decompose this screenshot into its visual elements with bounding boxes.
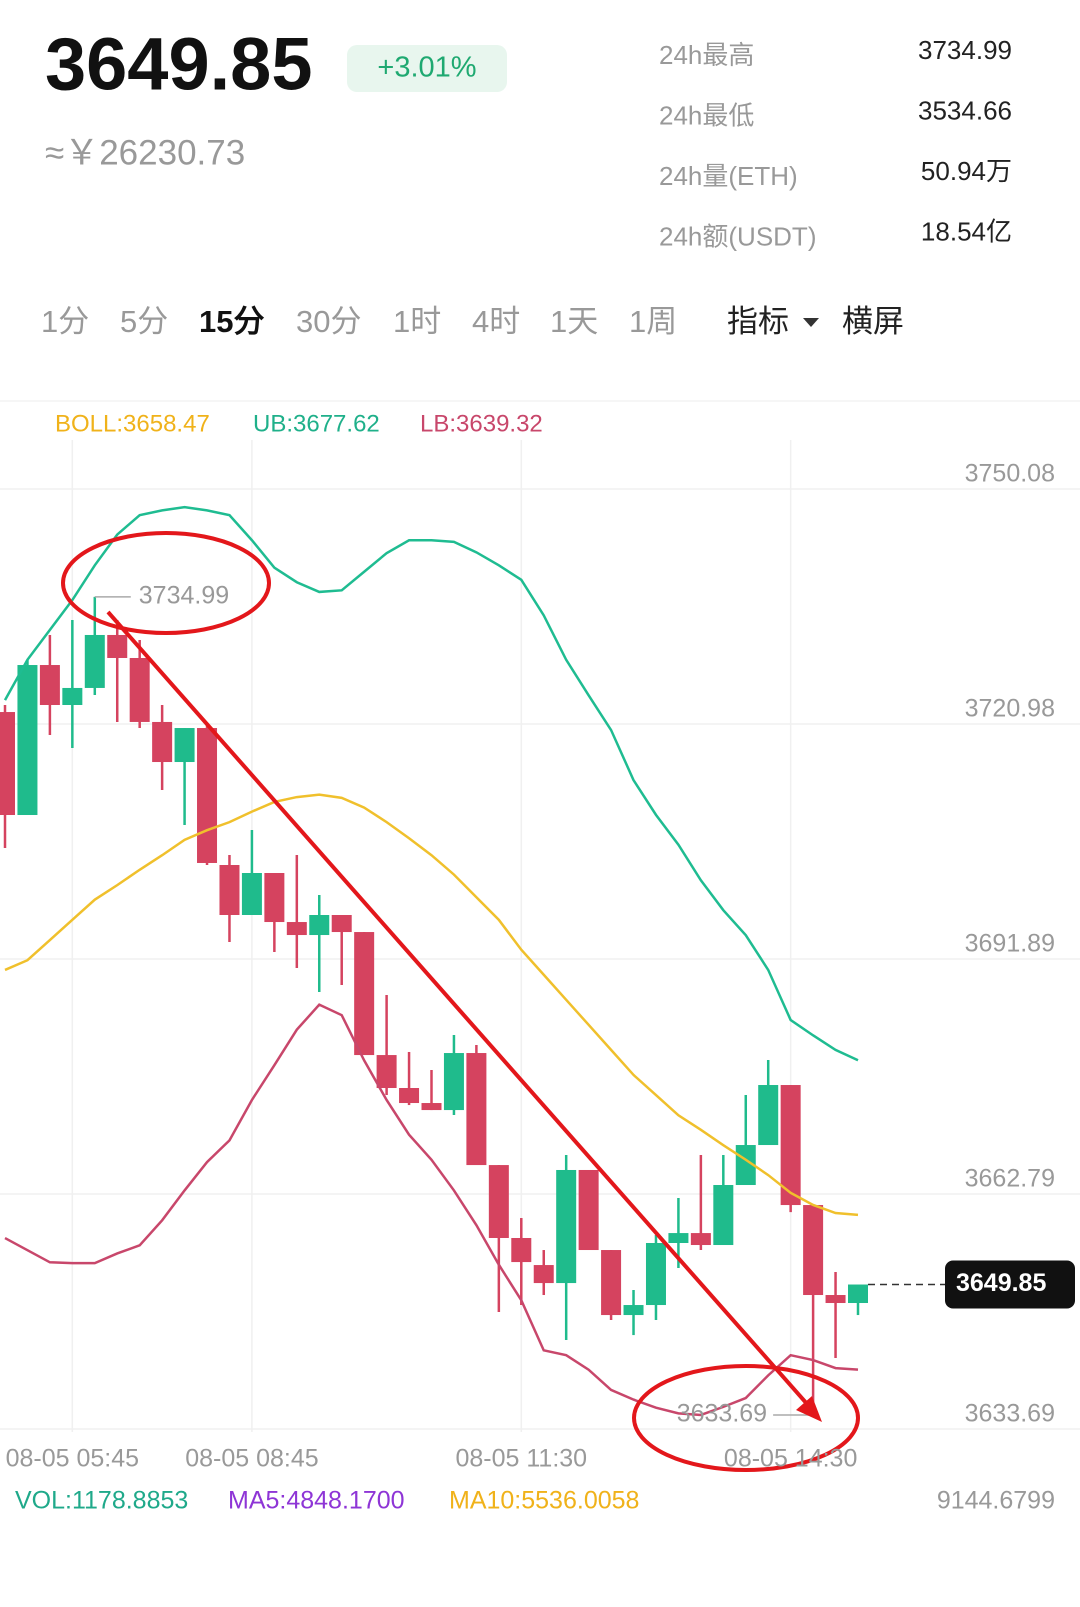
- candle-body: [62, 687, 83, 706]
- candle-body: [331, 915, 352, 933]
- stat-value: 3734.99: [918, 35, 1012, 65]
- candle-body: [264, 873, 285, 923]
- stat-value: 3534.66: [918, 95, 1012, 125]
- stat-label: 24h额(USDT): [659, 221, 816, 251]
- circle-low: [632, 1364, 860, 1472]
- x-tick-label: 08-05 05:45: [6, 1445, 139, 1473]
- price: 3649.85: [45, 23, 313, 106]
- candle-body: [488, 1165, 509, 1238]
- dropdown-icon: [803, 318, 819, 327]
- candle-body: [152, 721, 173, 763]
- x-tick-label: 08-05 14:30: [724, 1445, 857, 1473]
- candle-body: [690, 1233, 711, 1246]
- band-line: [4, 793, 859, 1217]
- change: +3.01%: [377, 52, 476, 84]
- candle-body: [39, 665, 60, 706]
- timeframe-tab[interactable]: 4时: [472, 304, 520, 339]
- candle-body: [107, 634, 128, 658]
- vol-label: VOL:1178.8853: [15, 1487, 188, 1515]
- x-tick-label: 08-05 08:45: [185, 1445, 318, 1473]
- candle-body: [758, 1085, 779, 1146]
- y-tick-label: 3633.69: [965, 1400, 1055, 1428]
- candle-body: [399, 1088, 420, 1104]
- candle-body: [466, 1053, 487, 1166]
- candle-body: [713, 1185, 734, 1246]
- x-tick-label: 08-05 11:30: [455, 1445, 587, 1473]
- landscape-button[interactable]: 横屏: [842, 304, 904, 339]
- high-label: 3734.99: [139, 581, 229, 609]
- candle-body: [556, 1169, 577, 1284]
- cny-price: ≈￥26230.73: [45, 133, 245, 172]
- candle-body: [601, 1250, 622, 1316]
- legend-boll: BOLL:3658.47: [55, 410, 210, 437]
- candle-body: [780, 1085, 801, 1206]
- candle-body: [17, 665, 38, 816]
- ma5-label: MA5:4848.1700: [228, 1487, 405, 1515]
- band-line: [4, 1003, 859, 1417]
- candle-body: [848, 1284, 868, 1304]
- last-price-label: 3649.85: [956, 1269, 1046, 1297]
- candle-body: [309, 915, 330, 936]
- ma10-label: MA10:5536.0058: [449, 1487, 639, 1515]
- timeframe-tab[interactable]: 1时: [393, 304, 441, 339]
- timeframe-tab[interactable]: 1天: [550, 304, 598, 339]
- candle-body: [286, 922, 307, 936]
- indicator-button[interactable]: 指标: [727, 304, 789, 339]
- candle-body: [84, 634, 105, 688]
- arrow-head: [796, 1396, 822, 1422]
- candle-body: [533, 1265, 554, 1284]
- candle-body: [376, 1055, 397, 1089]
- y-tick-label: 3720.98: [965, 695, 1055, 723]
- stat-label: 24h最低: [659, 100, 754, 130]
- candle-body: [421, 1103, 442, 1111]
- timeframe-tab[interactable]: 5分: [120, 304, 168, 339]
- candle-body: [354, 932, 375, 1056]
- candle-body: [578, 1169, 599, 1251]
- y-tick-label: 3750.08: [965, 460, 1055, 488]
- candle-body: [668, 1233, 689, 1244]
- candle-body: [645, 1243, 666, 1306]
- legend-ub: UB:3677.62: [253, 410, 380, 437]
- circle-high: [61, 531, 271, 635]
- candle-body: [174, 728, 195, 763]
- candle-body: [129, 657, 150, 722]
- trend-arrow: [106, 610, 810, 1407]
- low-label: 3633.69: [677, 1400, 767, 1428]
- last-price-tag: [945, 1260, 1075, 1309]
- candle-body: [197, 728, 218, 863]
- plot: 3734.99 3633.69 3649.85: [0, 440, 1080, 1432]
- candle-body: [623, 1305, 644, 1316]
- candle-body: [803, 1205, 824, 1296]
- stat-label: 24h最高: [659, 40, 754, 70]
- legend-lb: LB:3639.32: [420, 410, 543, 437]
- stat-label: 24h量(ETH): [659, 161, 798, 191]
- timeframe-tab[interactable]: 1分: [41, 304, 89, 339]
- timeframe-tab[interactable]: 30分: [296, 304, 361, 339]
- stat-value: 18.54亿: [921, 216, 1012, 246]
- timeframe-tab[interactable]: 1周: [629, 304, 677, 339]
- timeframe-tab[interactable]: 15分: [199, 304, 264, 339]
- candle-body: [219, 865, 240, 916]
- stat-value: 50.94万: [921, 156, 1012, 186]
- candle-body: [443, 1053, 464, 1111]
- candle-body: [825, 1295, 846, 1304]
- vol-max: 9144.6799: [937, 1487, 1055, 1515]
- candle-body: [0, 712, 15, 816]
- candle-body: [241, 873, 262, 916]
- y-tick-label: 3662.79: [965, 1165, 1055, 1193]
- change-badge: [347, 45, 507, 92]
- y-tick-label: 3691.89: [965, 930, 1055, 958]
- candle-body: [511, 1237, 532, 1263]
- band-line: [3, 505, 859, 1062]
- annotation: [61, 531, 860, 1472]
